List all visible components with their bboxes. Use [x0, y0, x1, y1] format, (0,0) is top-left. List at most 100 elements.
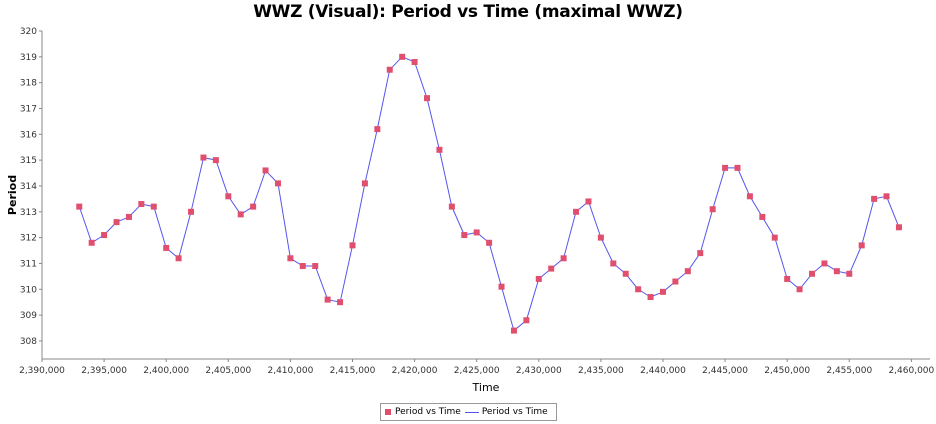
- data-point: [871, 195, 878, 202]
- data-point: [200, 154, 207, 161]
- x-tick-label: 2,400,000: [143, 366, 189, 376]
- data-point: [672, 278, 679, 285]
- y-tick-label: 315: [20, 156, 37, 166]
- data-point: [784, 275, 791, 282]
- data-point: [709, 206, 716, 213]
- y-tick-label: 313: [20, 208, 37, 218]
- x-tick-label: 2,395,000: [81, 366, 127, 376]
- data-point: [175, 255, 182, 262]
- y-axis-label: Period: [6, 175, 19, 215]
- data-point: [771, 234, 778, 241]
- data-point: [411, 58, 418, 65]
- data-point: [883, 193, 890, 200]
- data-point: [635, 286, 642, 293]
- data-point: [858, 242, 865, 249]
- data-point: [212, 157, 219, 164]
- data-point: [287, 255, 294, 262]
- y-tick-label: 312: [20, 234, 37, 244]
- data-point: [523, 317, 530, 324]
- y-axis-ticks: 308 309 310 311 312 313 314 315 316 317 318 319 320: [20, 27, 42, 347]
- data-point: [473, 229, 480, 236]
- data-point: [399, 53, 406, 60]
- data-point: [498, 283, 505, 290]
- data-point: [386, 66, 393, 73]
- data-point: [610, 260, 617, 267]
- data-point: [895, 224, 902, 231]
- data-point: [424, 95, 431, 102]
- data-point: [597, 234, 604, 241]
- x-tick-label: 2,390,000: [19, 366, 65, 376]
- legend: Period vs Time Period vs Time: [380, 403, 557, 421]
- data-point: [125, 213, 132, 220]
- x-tick-label: 2,440,000: [640, 366, 686, 376]
- y-tick-label: 309: [20, 311, 37, 321]
- data-point: [448, 203, 455, 210]
- y-tick-label: 320: [20, 27, 37, 37]
- data-point: [324, 296, 331, 303]
- data-point: [697, 250, 704, 257]
- data-point: [796, 286, 803, 293]
- data-point: [150, 203, 157, 210]
- data-point: [274, 180, 281, 187]
- data-point: [101, 232, 108, 239]
- y-tick-label: 319: [20, 53, 37, 63]
- data-point: [486, 239, 493, 246]
- data-point: [821, 260, 828, 267]
- y-tick-label: 314: [20, 182, 37, 192]
- data-point: [846, 270, 853, 277]
- data-point: [734, 164, 741, 171]
- data-point: [659, 288, 666, 295]
- data-point: [299, 263, 306, 270]
- legend-marker-swatch: [385, 409, 391, 415]
- series-group: [76, 53, 902, 334]
- x-tick-label: 2,410,000: [267, 366, 313, 376]
- data-point: [573, 208, 580, 215]
- x-tick-label: 2,445,000: [702, 366, 748, 376]
- y-tick-label: 310: [20, 285, 37, 295]
- data-point: [585, 198, 592, 205]
- data-point: [684, 268, 691, 275]
- data-point: [337, 299, 344, 306]
- y-tick-label: 317: [20, 104, 37, 114]
- axes: [41, 31, 930, 360]
- y-tick-label: 316: [20, 130, 37, 140]
- x-tick-label: 2,405,000: [205, 366, 251, 376]
- data-point: [374, 126, 381, 133]
- x-tick-label: 2,415,000: [330, 366, 376, 376]
- data-point: [722, 164, 729, 171]
- legend-item-line: Period vs Time: [464, 407, 548, 417]
- data-point: [349, 242, 356, 249]
- x-axis-ticks: 2,390,000 2,395,000 2,400,000 2,405,000 2,41…: [19, 359, 935, 376]
- legend-line-swatch: [464, 411, 479, 413]
- data-point: [262, 167, 269, 174]
- data-point: [759, 213, 766, 220]
- chart-title: WWZ (Visual): Period vs Time (maximal WW…: [253, 2, 683, 22]
- x-tick-label: 2,430,000: [516, 366, 562, 376]
- data-point: [436, 146, 443, 153]
- data-point: [250, 203, 257, 210]
- data-point: [88, 239, 95, 246]
- data-point: [833, 268, 840, 275]
- data-point: [746, 193, 753, 200]
- data-point: [647, 294, 654, 301]
- data-point: [76, 203, 83, 210]
- data-point: [535, 275, 542, 282]
- y-tick-label: 308: [20, 337, 37, 347]
- legend-item-markers: Period vs Time: [385, 407, 461, 417]
- plot-area: [42, 31, 930, 359]
- legend-label-markers: Period vs Time: [395, 407, 461, 417]
- data-point: [237, 211, 244, 218]
- y-tick-label: 318: [20, 79, 37, 89]
- data-point: [510, 327, 517, 334]
- data-point: [225, 193, 232, 200]
- data-point: [809, 270, 816, 277]
- data-point: [163, 244, 170, 251]
- x-axis-label: Time: [472, 381, 500, 394]
- data-point: [560, 255, 567, 262]
- x-tick-label: 2,450,000: [764, 366, 810, 376]
- data-point: [548, 265, 555, 272]
- data-point: [622, 270, 629, 277]
- data-point: [361, 180, 368, 187]
- data-point: [138, 201, 145, 208]
